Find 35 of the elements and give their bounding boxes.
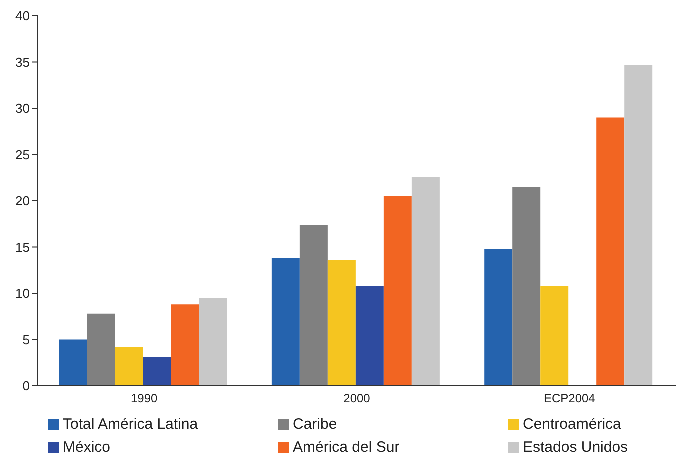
bar bbox=[624, 65, 653, 386]
bar bbox=[596, 118, 625, 386]
legend-label: Centroamérica bbox=[523, 416, 622, 433]
y-tick-label: 40 bbox=[16, 8, 30, 24]
bar bbox=[59, 340, 88, 386]
bar bbox=[328, 260, 356, 386]
bar bbox=[115, 347, 144, 386]
y-tick-label: 10 bbox=[16, 286, 30, 302]
y-tick-label: 15 bbox=[16, 240, 30, 255]
bar bbox=[300, 225, 328, 386]
legend-label: Caribe bbox=[293, 416, 338, 433]
bar bbox=[199, 298, 228, 386]
legend-label: América del Sur bbox=[293, 439, 400, 456]
bar bbox=[384, 196, 412, 386]
x-tick-label: ECP2004 bbox=[544, 392, 596, 406]
bar bbox=[87, 314, 116, 386]
y-tick-label: 20 bbox=[16, 194, 30, 209]
legend-label: Estados Unidos bbox=[523, 439, 628, 456]
x-tick-label: 1990 bbox=[130, 392, 158, 406]
y-tick-label: 5 bbox=[22, 332, 30, 348]
y-tick-label: 25 bbox=[16, 147, 30, 162]
bar bbox=[412, 176, 440, 386]
bar bbox=[484, 249, 513, 386]
legend-label: México bbox=[63, 439, 111, 456]
bar bbox=[143, 357, 172, 386]
legend-label: Total América Latina bbox=[63, 416, 198, 433]
y-tick-label: 35 bbox=[16, 54, 30, 70]
bar bbox=[540, 286, 569, 386]
bar bbox=[512, 187, 541, 386]
y-tick-label: 30 bbox=[16, 101, 30, 116]
bar bbox=[272, 258, 300, 386]
bar bbox=[171, 304, 200, 386]
bar bbox=[356, 286, 384, 386]
y-tick-label: 0 bbox=[22, 378, 30, 394]
x-tick-label: 2000 bbox=[344, 392, 371, 406]
